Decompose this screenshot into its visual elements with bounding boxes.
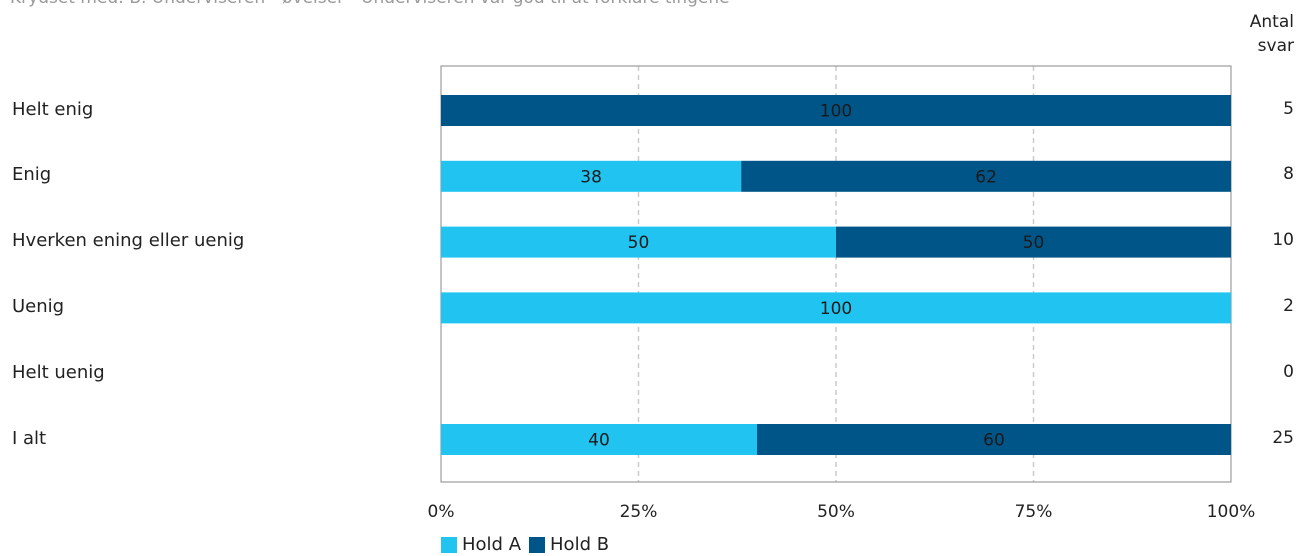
count-header-line-1: Antal <box>1249 12 1294 32</box>
response-count: 10 <box>1272 230 1294 251</box>
x-tick-label: 100% <box>1207 502 1256 522</box>
response-count: 25 <box>1272 427 1294 448</box>
response-count: 8 <box>1283 164 1294 185</box>
bar-segment <box>441 160 742 192</box>
plot-frame <box>440 65 1232 483</box>
data-label: 50 <box>628 233 650 253</box>
bar-segment <box>441 95 1231 126</box>
legend-label-hold-b: Hold B <box>550 534 610 555</box>
bar-segment <box>836 226 1231 258</box>
category-label: Helt enig <box>12 98 94 120</box>
data-label: 40 <box>588 431 610 451</box>
category-label: I alt <box>12 427 47 449</box>
chart-subtitle: Krydset med: B. Underviseren - øvelser -… <box>10 0 730 8</box>
category-label: Uenig <box>12 295 65 317</box>
category-label: Helt uenig <box>12 361 105 383</box>
category-label: Enig <box>12 164 52 186</box>
response-count: 0 <box>1283 361 1294 382</box>
legend-item-hold-b: Hold B <box>529 534 609 555</box>
bar-segment <box>441 292 1231 324</box>
legend-swatch-hold-a <box>441 536 457 553</box>
data-label: 38 <box>580 167 602 187</box>
legend-swatch-hold-b <box>529 536 546 553</box>
data-label: 50 <box>1023 233 1045 253</box>
count-column-header: Antal svar <box>1250 10 1294 58</box>
response-count: 2 <box>1283 295 1294 316</box>
category-label: Hverken ening eller uenig <box>12 230 245 252</box>
x-tick-label: 25% <box>620 502 658 522</box>
legend: Hold A Hold B <box>441 534 617 555</box>
bar-segment <box>757 424 1231 455</box>
bar-segment <box>441 226 836 258</box>
x-tick-label: 0% <box>428 502 455 522</box>
legend-item-hold-a: Hold A <box>441 534 521 555</box>
x-tick-label: 75% <box>1015 502 1053 522</box>
count-header-line-2: svar <box>1257 36 1294 56</box>
data-label: 60 <box>983 431 1005 451</box>
data-label: 100 <box>820 102 852 122</box>
bar-segment <box>741 160 1231 192</box>
data-label: 100 <box>820 299 852 319</box>
x-tick-label: 50% <box>817 502 855 522</box>
bar-segment <box>441 424 757 455</box>
legend-label-hold-a: Hold A <box>462 534 522 555</box>
data-label: 62 <box>975 167 997 187</box>
response-count: 5 <box>1283 98 1294 119</box>
